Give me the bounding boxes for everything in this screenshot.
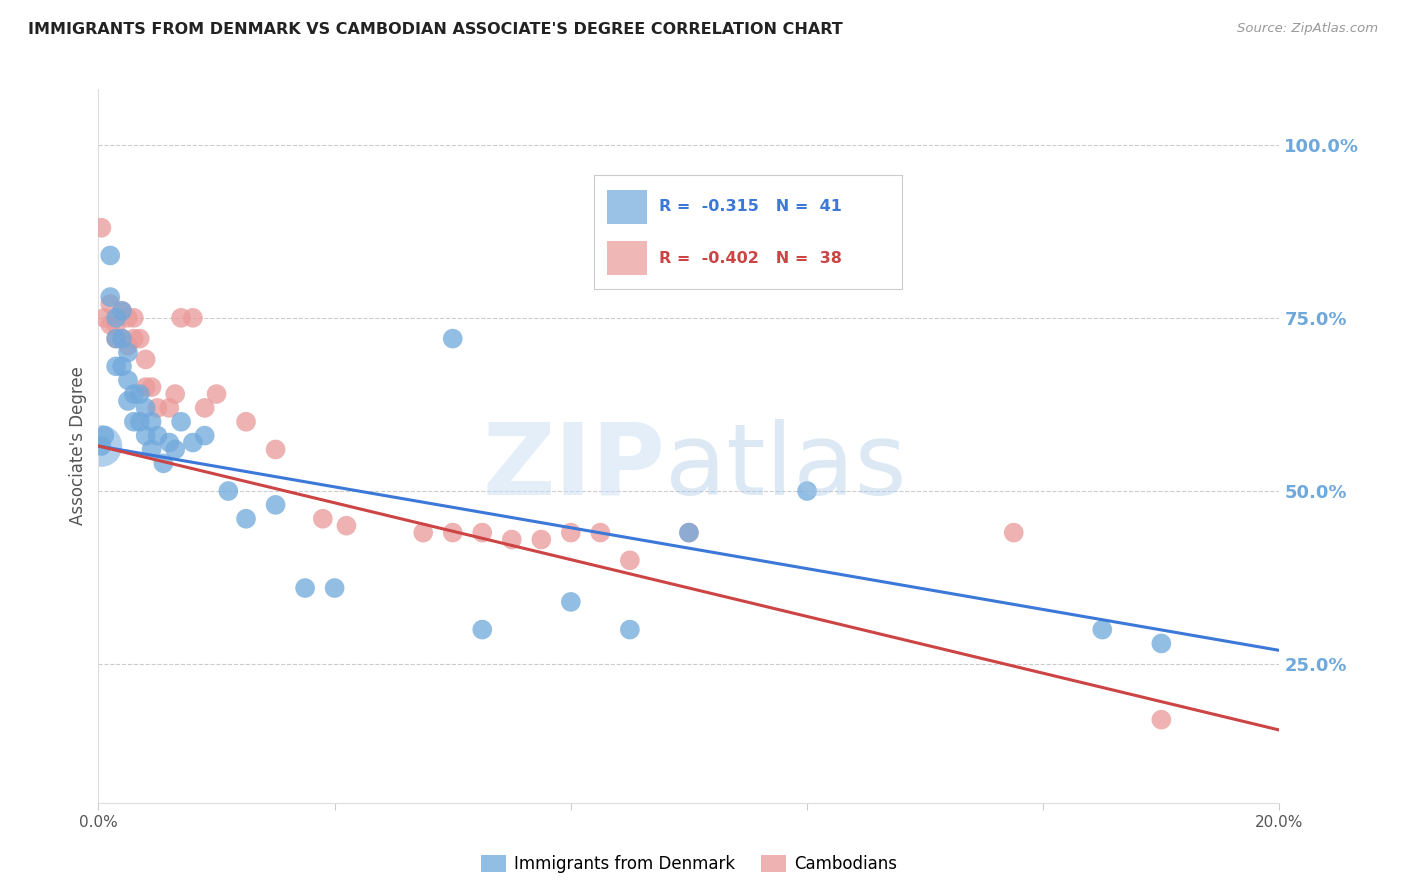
Point <box>135 428 157 442</box>
Point <box>105 332 128 346</box>
Point <box>264 498 287 512</box>
Point <box>111 304 134 318</box>
Point <box>441 525 464 540</box>
Point <box>98 248 121 262</box>
Point <box>157 435 180 450</box>
Point <box>312 512 335 526</box>
Point <box>111 332 134 346</box>
Point <box>141 442 163 457</box>
Point <box>90 439 112 453</box>
Point <box>93 310 115 325</box>
Legend: Immigrants from Denmark, Cambodians: Immigrants from Denmark, Cambodians <box>474 848 904 880</box>
Point <box>117 345 139 359</box>
Text: R =  -0.315   N =  41: R = -0.315 N = 41 <box>659 199 842 214</box>
Point <box>619 553 641 567</box>
Point <box>105 310 128 325</box>
Y-axis label: Associate's Degree: Associate's Degree <box>69 367 87 525</box>
Point <box>152 456 174 470</box>
Point <box>111 304 134 318</box>
Point <box>323 581 346 595</box>
Point <box>235 512 257 526</box>
Point <box>678 525 700 540</box>
Point <box>98 318 121 332</box>
Point <box>117 310 139 325</box>
Text: R =  -0.402   N =  38: R = -0.402 N = 38 <box>659 251 842 266</box>
Point <box>146 428 169 442</box>
Text: ZIP: ZIP <box>482 419 665 516</box>
Point <box>117 338 139 352</box>
Point <box>105 332 128 346</box>
Point <box>141 415 163 429</box>
Point <box>294 581 316 595</box>
Point <box>105 359 128 374</box>
Point <box>1150 636 1173 650</box>
Point <box>111 332 134 346</box>
Point <box>619 623 641 637</box>
Point <box>1150 713 1173 727</box>
Point <box>157 401 180 415</box>
Point <box>117 373 139 387</box>
Point <box>128 415 150 429</box>
Text: IMMIGRANTS FROM DENMARK VS CAMBODIAN ASSOCIATE'S DEGREE CORRELATION CHART: IMMIGRANTS FROM DENMARK VS CAMBODIAN ASS… <box>28 22 842 37</box>
Point <box>560 525 582 540</box>
Point <box>128 332 150 346</box>
Point <box>93 428 115 442</box>
Point <box>501 533 523 547</box>
Point <box>796 483 818 498</box>
Point <box>98 290 121 304</box>
Text: Source: ZipAtlas.com: Source: ZipAtlas.com <box>1237 22 1378 36</box>
Point <box>335 518 357 533</box>
Point <box>181 310 204 325</box>
Point <box>1091 623 1114 637</box>
Point <box>122 387 145 401</box>
Point <box>90 220 112 235</box>
Point <box>181 435 204 450</box>
Point <box>135 401 157 415</box>
Point <box>141 380 163 394</box>
Point <box>412 525 434 540</box>
Point <box>135 352 157 367</box>
Point <box>471 623 494 637</box>
Point <box>122 415 145 429</box>
Point <box>98 297 121 311</box>
Point <box>122 332 145 346</box>
Point <box>117 394 139 409</box>
Point <box>165 442 187 457</box>
Point <box>165 387 187 401</box>
Point <box>194 428 217 442</box>
Point <box>560 595 582 609</box>
Point <box>1002 525 1025 540</box>
Point <box>135 380 157 394</box>
Point <box>194 401 217 415</box>
Bar <box>607 190 647 224</box>
Point <box>111 359 134 374</box>
Point <box>122 310 145 325</box>
Text: atlas: atlas <box>665 419 907 516</box>
Point <box>170 415 193 429</box>
Point <box>678 525 700 540</box>
Point <box>217 483 239 498</box>
Point <box>90 439 112 453</box>
Point <box>146 401 169 415</box>
Point <box>264 442 287 457</box>
Point <box>235 415 257 429</box>
Point <box>530 533 553 547</box>
Point <box>128 387 150 401</box>
Point <box>205 387 228 401</box>
Point <box>589 525 612 540</box>
Point <box>105 318 128 332</box>
Point <box>441 332 464 346</box>
Bar <box>607 241 647 276</box>
Point <box>471 525 494 540</box>
Point <box>170 310 193 325</box>
